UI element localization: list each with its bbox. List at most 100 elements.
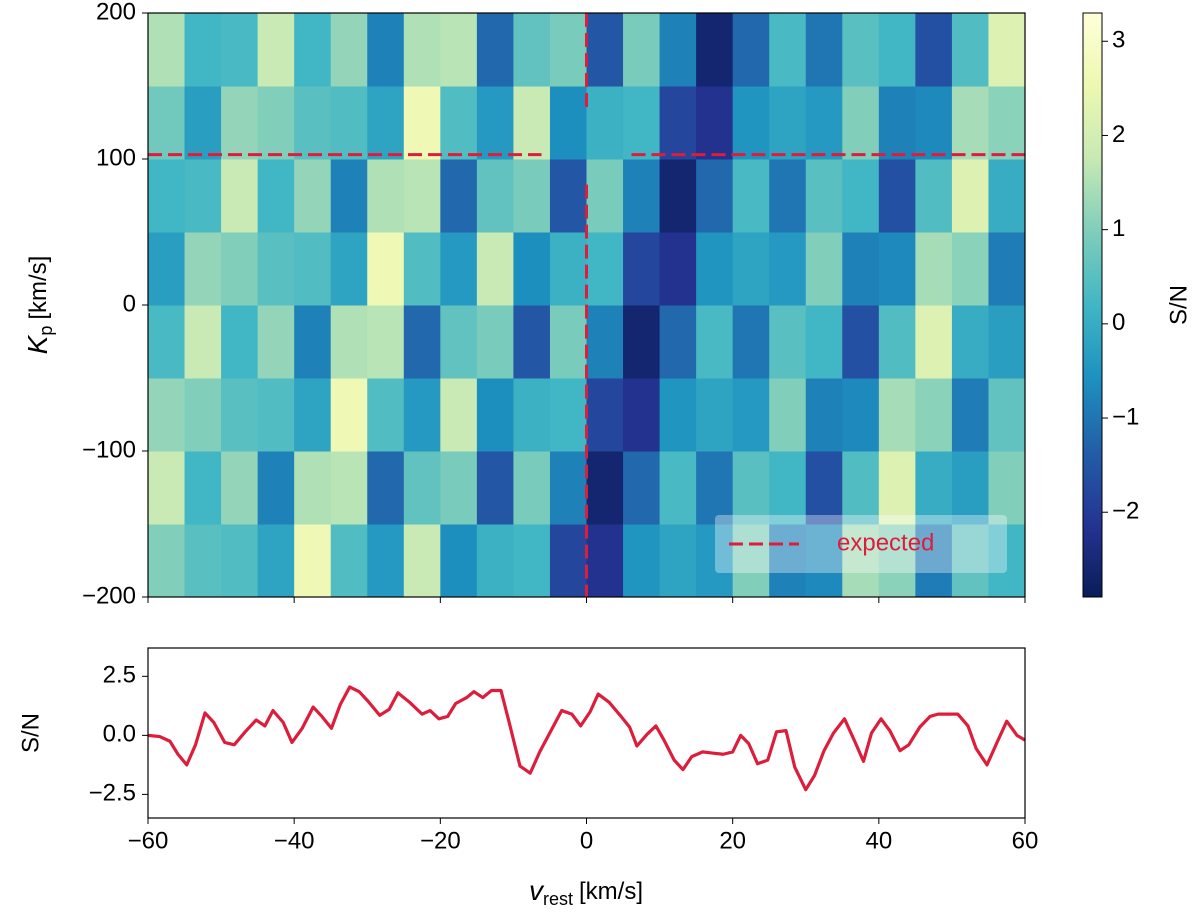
heatmap-cell — [148, 451, 186, 525]
heatmap-cell — [257, 451, 295, 525]
heatmap-cell — [440, 86, 478, 160]
heatmap-cell — [403, 232, 441, 306]
heatmap-cell — [403, 378, 441, 452]
heatmap-cell — [148, 524, 186, 598]
heatmap-cell — [769, 86, 807, 160]
heatmap-cell — [878, 13, 916, 87]
heatmap-cell — [148, 378, 186, 452]
heatmap-cell — [732, 159, 770, 233]
heatmap-cell — [951, 451, 989, 525]
heatmap-cell — [805, 378, 843, 452]
heatmap-cell — [951, 524, 989, 598]
heatmap-cell — [732, 378, 770, 452]
heatmap-cell — [513, 378, 551, 452]
heatmap-cell — [476, 524, 514, 598]
heatmap-cell — [659, 232, 697, 306]
heatmap-cell — [805, 232, 843, 306]
heatmap-cell — [586, 378, 624, 452]
heatmap-cell — [659, 159, 697, 233]
heatmap-cell — [367, 232, 405, 306]
plot-frame — [147, 647, 1026, 819]
heatmap-cell — [586, 13, 624, 87]
heatmap-cell — [842, 232, 880, 306]
heatmap-cell — [769, 13, 807, 87]
heatmap-cell — [367, 159, 405, 233]
heatmap-cell — [732, 451, 770, 525]
heatmap-cell — [696, 524, 734, 598]
heatmap-cell — [732, 13, 770, 87]
legend-label: expected — [837, 529, 934, 556]
x-label-unit: [km/s] — [579, 878, 643, 905]
heatmap-cell — [440, 378, 478, 452]
heatmap-cell — [623, 86, 661, 160]
heatmap-cell — [951, 13, 989, 87]
heatmap-cell — [988, 524, 1026, 598]
heatmap-cell — [367, 451, 405, 525]
heatmap-cell — [549, 305, 587, 379]
bottom-y-axis-label: S/N — [17, 713, 44, 753]
legend-box — [715, 515, 1007, 573]
heatmap-cell — [330, 451, 368, 525]
heatmap-cell — [513, 305, 551, 379]
heatmap-cell — [513, 524, 551, 598]
heatmap-cell — [951, 378, 989, 452]
heatmap-cell — [221, 13, 259, 87]
heatmap-cell — [184, 524, 222, 598]
heatmap-cell — [257, 86, 295, 160]
heatmap-cell — [623, 159, 661, 233]
heatmap-cell — [257, 378, 295, 452]
heatmap-cell — [549, 86, 587, 160]
heatmap-cell — [476, 378, 514, 452]
heatmap-cell — [586, 451, 624, 525]
heatmap-cell — [148, 232, 186, 306]
heatmap-cell — [221, 451, 259, 525]
heatmap-cell — [257, 232, 295, 306]
heatmap-cell — [915, 378, 953, 452]
heatmap-cell — [184, 13, 222, 87]
heatmap-cell — [294, 378, 332, 452]
heatmap-cell — [805, 524, 843, 598]
heatmap-cell — [878, 86, 916, 160]
heatmap-cell — [476, 305, 514, 379]
heatmap-cell — [842, 86, 880, 160]
heatmap-cell — [769, 378, 807, 452]
heatmap-cell — [367, 13, 405, 87]
heatmap-cell — [367, 378, 405, 452]
heatmap-cell — [549, 524, 587, 598]
heatmap-cell — [330, 13, 368, 87]
heatmap-cell — [623, 13, 661, 87]
heatmap-cell — [403, 524, 441, 598]
heatmap-cell — [440, 451, 478, 525]
heatmap-cell — [221, 378, 259, 452]
heatmap-cell — [257, 159, 295, 233]
heatmap-cell — [915, 451, 953, 525]
heatmap-cell — [659, 13, 697, 87]
y-label-unit: [km/s] — [25, 256, 52, 320]
heatmap-cell — [367, 524, 405, 598]
heatmap-cell — [403, 305, 441, 379]
heatmap-cell — [148, 86, 186, 160]
y-tick-label: −2.5 — [89, 780, 136, 807]
heatmap-cell — [184, 451, 222, 525]
heatmap-cell — [878, 451, 916, 525]
heatmap-cell — [769, 451, 807, 525]
heatmap-cell — [221, 305, 259, 379]
heatmap-cell — [842, 13, 880, 87]
heatmap-cell — [221, 232, 259, 306]
heatmap-cell — [586, 86, 624, 160]
heatmap-cell — [440, 524, 478, 598]
heatmap-cell — [915, 159, 953, 233]
colorbar-tick-label: 1 — [1112, 215, 1125, 242]
x-tick-label: −60 — [128, 827, 169, 854]
x-axis-label: vrest [km/s] — [529, 875, 643, 908]
heatmap-cell — [403, 451, 441, 525]
heatmap-cell — [330, 159, 368, 233]
heatmap-cell — [586, 159, 624, 233]
heatmap-cell — [184, 159, 222, 233]
heatmap-cell — [513, 451, 551, 525]
heatmap-cell — [659, 305, 697, 379]
heatmap-cell — [732, 305, 770, 379]
heatmap-cell — [440, 305, 478, 379]
heatmap-cell — [294, 524, 332, 598]
heatmap-cell — [476, 86, 514, 160]
